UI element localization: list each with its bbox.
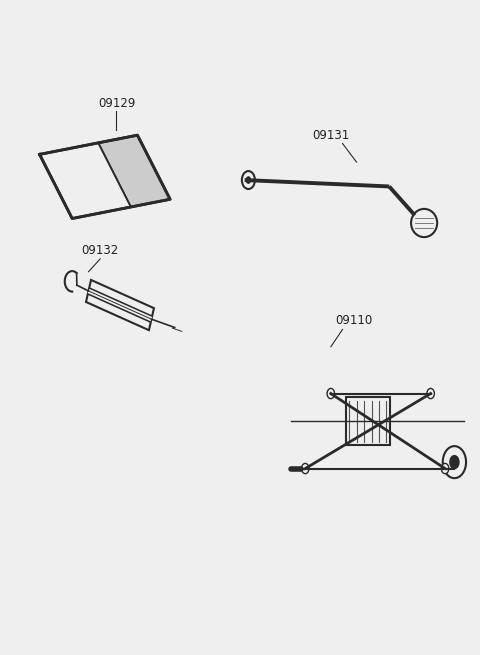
Text: 09132: 09132 bbox=[82, 244, 119, 257]
Circle shape bbox=[449, 455, 460, 470]
Circle shape bbox=[327, 388, 335, 399]
Polygon shape bbox=[86, 280, 154, 330]
Circle shape bbox=[301, 464, 309, 474]
Polygon shape bbox=[98, 135, 170, 207]
Circle shape bbox=[242, 171, 255, 189]
Ellipse shape bbox=[411, 209, 437, 237]
Text: 09131: 09131 bbox=[312, 128, 349, 141]
Text: 09110: 09110 bbox=[336, 314, 373, 328]
Circle shape bbox=[246, 176, 251, 184]
Text: 09129: 09129 bbox=[98, 96, 135, 109]
Circle shape bbox=[443, 446, 466, 478]
Circle shape bbox=[441, 464, 449, 474]
Circle shape bbox=[427, 388, 434, 399]
FancyBboxPatch shape bbox=[346, 398, 390, 445]
